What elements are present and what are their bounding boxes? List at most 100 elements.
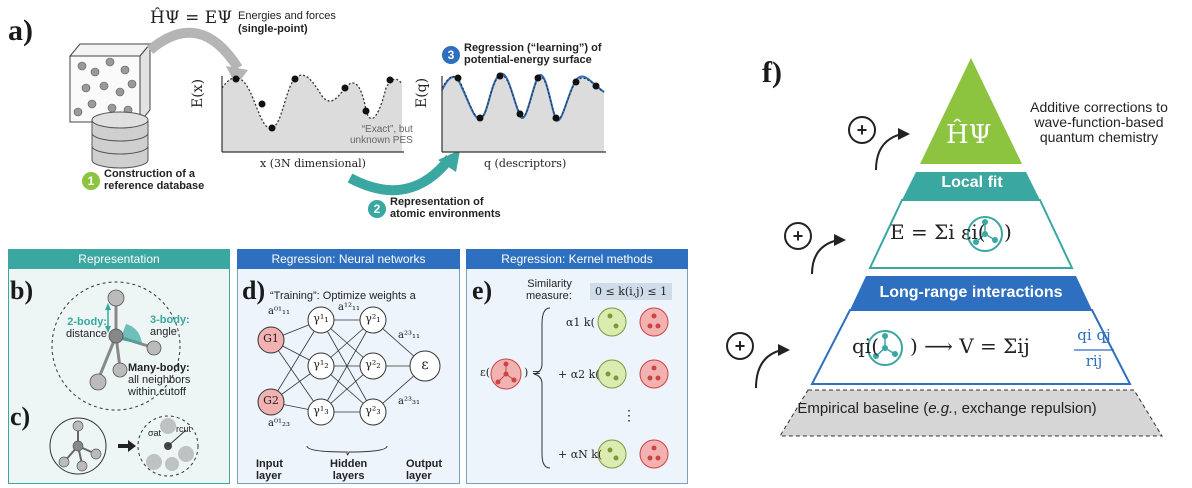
weight-a01-11: a⁰¹₁₁	[268, 306, 290, 317]
local-fit-equation-left: E = Σi εi(	[890, 220, 986, 244]
plus-middle-symbol: +	[792, 226, 804, 246]
database-icon	[91, 111, 149, 169]
baseline-prefix: Empirical baseline (	[797, 400, 929, 417]
additive-line3: quantum chemistry	[1039, 129, 1159, 145]
plus-icon-top	[848, 116, 910, 171]
single-point-label: (single-point)	[238, 23, 308, 35]
simulation-box-icon	[68, 42, 152, 124]
weight-a12-11: a¹²₁₁	[338, 302, 360, 313]
many-body-label: Many-body: all neighbors within cutoff	[128, 362, 190, 398]
training-label: “Training”: Optimize weights a	[270, 290, 416, 302]
kernel-dots: ⋮	[622, 408, 636, 424]
baseline-label: Empirical baseline (e.g., exchange repul…	[782, 400, 1112, 417]
node-g1-label: G1	[263, 332, 279, 345]
step-3-badge: 3	[442, 46, 460, 64]
step-3-line2: potential-energy surface	[464, 54, 592, 66]
representation-graphics	[49, 281, 199, 477]
node-output-label: ε	[421, 357, 429, 373]
additive-line1: Additive corrections to	[1030, 99, 1168, 115]
hidden-layers-label: Hidden layers	[330, 458, 367, 482]
pes-yaxis-label: E(x)	[190, 78, 206, 108]
pes-xaxis-label: x (3N dimensional)	[260, 157, 366, 170]
representation-header: Representation	[8, 249, 230, 269]
node-g2-label: G2	[263, 394, 279, 407]
long-range-equation-left: qi(	[852, 334, 880, 358]
node-h13-label: γ¹₃	[313, 404, 329, 417]
exact-note: “Exact”, but unknown PES	[350, 124, 413, 146]
neural-network-header: Regression: Neural networks	[237, 249, 460, 269]
neural-network-graphics	[257, 306, 441, 456]
input-node-g1	[257, 326, 285, 354]
output-layer-line1: Output	[406, 458, 443, 470]
step-2-badge: 2	[368, 200, 386, 218]
many-body-title: Many-body:	[128, 362, 190, 374]
kernel-header: Regression: Kernel methods	[466, 249, 688, 269]
exact-note-line1: “Exact”, but	[361, 124, 413, 135]
similarity-range: 0 ≤ k(i,j) ≤ 1	[590, 283, 673, 300]
descriptor-xaxis-label: q (descriptors)	[484, 157, 567, 170]
hidden-node-2-1	[359, 306, 387, 334]
hidden-node-1-1	[307, 306, 335, 334]
panel-d-label: d)	[242, 276, 266, 305]
panel-c-label: c)	[10, 402, 31, 431]
baseline-suffix: , exchange repulsion)	[953, 400, 1097, 417]
step-3-line1: Regression (“learning”) of	[464, 42, 602, 54]
fraction-denominator: rij	[1085, 352, 1103, 370]
three-body-label: 3-body: angle	[150, 314, 190, 338]
kernel-term-2: + α2 k(	[558, 368, 600, 381]
plus-icon-bottom	[726, 332, 790, 389]
hidden-layers-line2: layers	[332, 470, 365, 482]
output-layer-line2: layer	[406, 470, 432, 482]
long-range-band	[850, 276, 1092, 310]
two-body-label: 2-body: distance	[66, 316, 107, 340]
panel-b-label: b)	[10, 276, 34, 305]
similarity-line1: Similarity	[527, 278, 572, 290]
hidden-node-2-2	[359, 352, 387, 380]
hidden-layers-line1: Hidden	[330, 458, 368, 470]
fraction-numerator: qi qj	[1077, 326, 1111, 344]
panel-a-graphics	[68, 27, 606, 196]
kernel-lhs: ε(	[480, 366, 490, 379]
step-1-line2: reference database	[104, 180, 205, 192]
additive-line2: wave-function-based	[1034, 114, 1164, 130]
similarity-label: Similarity measure:	[526, 278, 572, 302]
node-h12-label: γ¹₂	[313, 358, 329, 371]
energies-forces-label: Energies and forces	[238, 10, 336, 22]
local-fit-band	[902, 172, 1040, 200]
local-fit-label: Local fit	[941, 174, 1003, 191]
two-body-title: 2-body:	[67, 316, 107, 328]
panel-e-label: e)	[472, 276, 493, 305]
kernel-graphics	[490, 307, 669, 469]
exact-note-line2: unknown PES	[350, 135, 413, 146]
node-h22-label: γ²₂	[365, 358, 381, 371]
plus-bottom-symbol: +	[734, 336, 746, 356]
step-2-line1: Representation of	[390, 196, 484, 208]
hidden-node-1-2	[307, 352, 335, 380]
additive-corrections-label: Additive corrections to wave-function-ba…	[1010, 100, 1188, 145]
curved-arrow-grey	[146, 27, 243, 71]
sigma-label: σat	[148, 428, 162, 438]
weight-a23-11: a²³₁₁	[398, 330, 420, 341]
step-1-badge: 1	[82, 172, 100, 190]
node-h23-label: γ²₃	[365, 404, 381, 417]
weight-a01-23: a⁰¹₂₃	[268, 418, 290, 429]
long-range-body	[810, 309, 1132, 385]
local-fit-equation-right: )	[1004, 220, 1012, 244]
long-range-label: Long-range interactions	[879, 284, 1063, 301]
baseline-eg: e.g.	[928, 400, 954, 417]
node-h21-label: γ²₁	[365, 312, 381, 325]
hidden-node-2-3	[359, 398, 387, 426]
three-body-title: 3-body:	[150, 314, 190, 326]
plus-top-symbol: +	[856, 120, 868, 140]
input-layer-label: Input layer	[256, 458, 283, 482]
kernel-term-1: α1 k(	[566, 316, 595, 329]
pyramid-graphics	[726, 58, 1163, 437]
pes-plot-learned	[441, 72, 606, 153]
pyramid-top	[920, 58, 1022, 164]
two-body-desc: distance	[66, 328, 107, 340]
similarity-line2: measure:	[526, 290, 572, 302]
panel-a-label: a)	[8, 14, 33, 47]
three-body-desc: angle	[150, 326, 177, 338]
cutoff-circle	[51, 281, 181, 411]
input-node-g2	[257, 388, 285, 416]
